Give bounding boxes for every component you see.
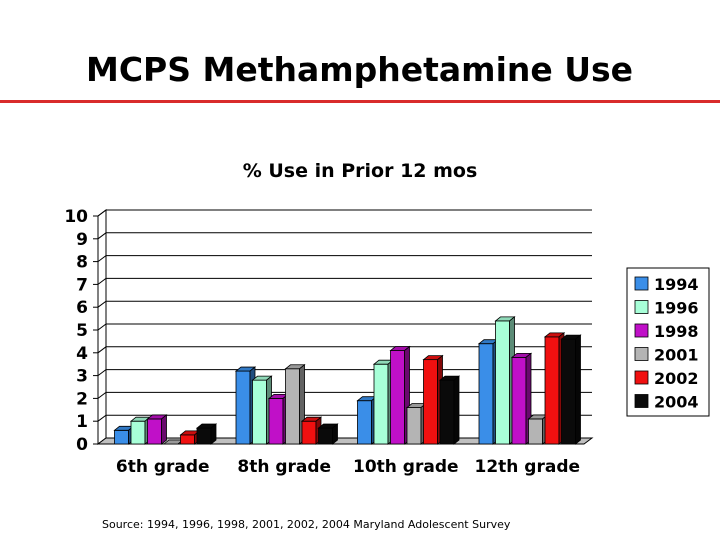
legend-item: 1996 xyxy=(634,299,699,318)
bar xyxy=(560,334,582,445)
y-tick-label: 9 xyxy=(76,230,88,250)
legend-label: 2004 xyxy=(654,393,699,412)
y-tick-label: 4 xyxy=(76,344,88,364)
y-tick-label: 0 xyxy=(76,435,88,455)
legend-swatch xyxy=(634,370,649,385)
legend-swatch xyxy=(634,300,649,314)
legend-label: 1996 xyxy=(654,299,699,318)
y-tick-label: 3 xyxy=(76,367,88,387)
bars xyxy=(113,316,582,445)
x-tick-label: 8th grade xyxy=(237,457,331,477)
slide-title: MCPS Methamphetamine Use xyxy=(86,50,634,89)
x-tick-label: 10th grade xyxy=(353,457,459,477)
gridline xyxy=(97,323,592,331)
y-tick-label: 10 xyxy=(64,207,88,227)
legend-label: 1998 xyxy=(654,322,699,341)
legend-box xyxy=(626,267,710,417)
x-tick-label: 6th grade xyxy=(116,457,210,477)
gridline xyxy=(97,300,592,308)
bar xyxy=(438,375,461,445)
chart-title: % Use in Prior 12 mos xyxy=(242,160,478,182)
legend-swatch xyxy=(634,347,649,361)
legend-item: 1994 xyxy=(634,275,699,294)
bar xyxy=(146,414,168,445)
legend-swatch xyxy=(634,323,649,338)
legend-item: 2001 xyxy=(634,346,699,365)
legend-item: 2004 xyxy=(634,393,699,412)
legend-label: 2001 xyxy=(654,346,699,365)
gridline xyxy=(97,255,592,263)
title-divider xyxy=(0,100,720,103)
gridline xyxy=(97,277,592,285)
legend-item: 1998 xyxy=(634,322,699,341)
legend: 1994 1996 1998 2001 2002 2004 xyxy=(626,267,710,417)
x-axis-labels: 6th grade 8th grade 10th grade 12th grade xyxy=(116,457,580,477)
bar xyxy=(317,423,339,445)
source-note: Source: 1994, 1996, 1998, 2001, 2002, 20… xyxy=(102,518,511,531)
y-tick-label: 7 xyxy=(76,275,88,295)
bar xyxy=(510,352,533,445)
bar xyxy=(284,363,306,445)
gridline xyxy=(97,346,592,354)
bar xyxy=(195,423,218,445)
legend-swatch xyxy=(634,276,649,291)
y-tick-label: 1 xyxy=(76,412,88,432)
y-tick-label: 6 xyxy=(76,298,88,318)
x-tick-label: 12th grade xyxy=(474,457,580,477)
y-tick-label: 8 xyxy=(76,253,88,273)
bar xyxy=(300,416,323,445)
gridline xyxy=(97,232,592,240)
y-tick-label: 2 xyxy=(76,389,88,409)
y-tick-label: 5 xyxy=(76,321,88,341)
legend-item: 2002 xyxy=(634,369,699,388)
legend-label: 2002 xyxy=(654,369,699,388)
chart-floor xyxy=(96,437,594,445)
legend-swatch xyxy=(634,394,649,408)
legend-label: 1994 xyxy=(654,275,699,294)
gridline xyxy=(97,209,592,217)
